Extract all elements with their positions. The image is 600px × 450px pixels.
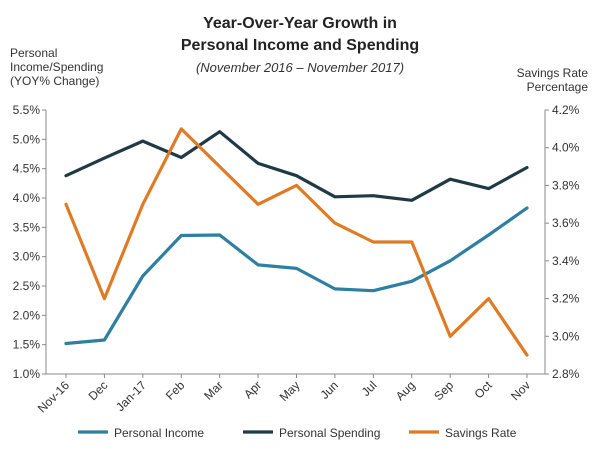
chart-legend: Personal Income Personal Spending Savings … bbox=[78, 426, 517, 440]
x-axis-tick-label: Sep bbox=[431, 378, 456, 403]
savings-rate-line bbox=[64, 127, 529, 357]
x-axis-tick-label: Oct bbox=[472, 378, 496, 402]
x-axis-tick-label: Jan-17 bbox=[113, 378, 149, 414]
left-axis-tick-label: 3.5% bbox=[13, 220, 41, 234]
x-axis-tick-label: Jul bbox=[359, 378, 380, 399]
chart-subtitle: (November 2016 – November 2017) bbox=[195, 60, 405, 75]
right-axis-tick-label: 3.8% bbox=[552, 178, 580, 192]
left-axis-title-line: (YOY% Change) bbox=[10, 74, 100, 88]
left-axis-tick-label: 4.5% bbox=[13, 162, 41, 176]
x-axis-tick-label: Apr bbox=[241, 378, 264, 401]
x-axis-tick-label: Mar bbox=[201, 378, 226, 403]
chart-axes: 1.0% 1.5% 2.0% 2.5% 3.0% 3.5% 4.0% 4.5% 5.0% 5.5%… bbox=[13, 103, 580, 415]
x-axis-tick-label: May bbox=[277, 378, 303, 404]
x-axis-tick-label: Aug bbox=[393, 378, 418, 403]
personal-spending-line bbox=[64, 130, 529, 202]
right-axis-tick-label: 4.0% bbox=[552, 141, 580, 155]
chart-title-line-1: Year-Over-Year Growth in bbox=[203, 15, 397, 32]
left-axis-tick-label: 5.5% bbox=[13, 103, 41, 117]
personal-spending-legend-label: Personal Spending bbox=[279, 426, 380, 440]
left-axis-title-line: Income/Spending bbox=[10, 60, 104, 74]
x-axis-tick-label: Dec bbox=[86, 378, 111, 403]
x-axis-tick-label: Jun bbox=[317, 378, 341, 402]
left-axis-title-line: Personal bbox=[10, 46, 58, 60]
right-axis-tick-label: 3.2% bbox=[552, 292, 580, 306]
right-axis-tick-label: 3.0% bbox=[552, 329, 580, 343]
right-axis-tick-label: 3.6% bbox=[552, 216, 580, 230]
right-axis-title-line: Percentage bbox=[526, 80, 588, 94]
left-axis-tick-label: 2.0% bbox=[13, 308, 41, 322]
left-axis-tick-label: 4.0% bbox=[13, 191, 41, 205]
right-axis-title: Savings Rate Percentage bbox=[448, 66, 588, 94]
left-axis-title: Personal Income/Spending (YOY% Change) bbox=[10, 46, 150, 88]
right-axis-tick-label: 2.8% bbox=[552, 367, 580, 381]
right-axis-title-line: Savings Rate bbox=[516, 66, 588, 80]
chart-title-line-2: Personal Income and Spending bbox=[180, 37, 420, 54]
savings-rate-legend-label: Savings Rate bbox=[445, 426, 517, 440]
right-axis-tick-label: 3.4% bbox=[552, 254, 580, 268]
x-axis-tick-label: Feb bbox=[163, 378, 188, 403]
right-axis-tick-label: 4.2% bbox=[552, 103, 580, 117]
chart-series bbox=[64, 127, 529, 357]
personal-income-line bbox=[64, 206, 529, 346]
left-axis-tick-label: 5.0% bbox=[13, 132, 41, 146]
left-axis-tick-label: 1.0% bbox=[13, 367, 41, 381]
left-axis-tick-label: 2.5% bbox=[13, 279, 41, 293]
personal-income-legend-label: Personal Income bbox=[114, 426, 204, 440]
x-axis-tick-label: Nov-16 bbox=[35, 378, 72, 415]
left-axis-tick-label: 3.0% bbox=[13, 250, 41, 264]
x-axis-tick-label: Nov bbox=[508, 378, 533, 403]
left-axis-tick-label: 1.5% bbox=[13, 338, 41, 352]
